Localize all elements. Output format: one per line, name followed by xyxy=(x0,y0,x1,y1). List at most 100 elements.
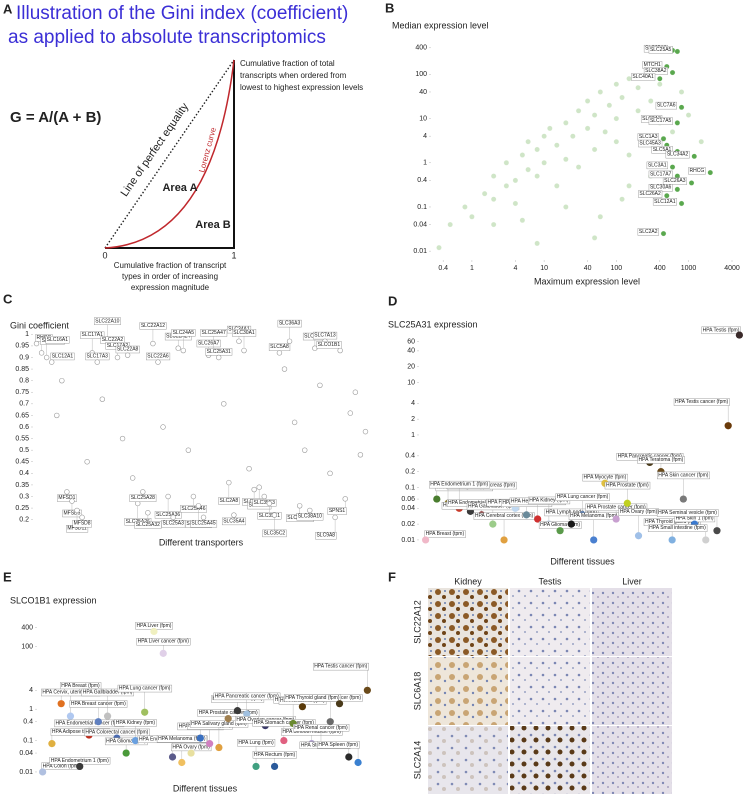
row-label: SLC2A14 xyxy=(412,741,422,780)
point xyxy=(567,520,575,528)
point xyxy=(713,527,721,535)
point-label: SLC25A5 xyxy=(650,47,672,53)
point xyxy=(256,484,262,490)
label-box xyxy=(154,511,182,519)
point xyxy=(691,153,698,160)
point-label: HPA Colorectal cancer (fpm) xyxy=(85,729,148,735)
point-label: HPA Pancreatic cancer (fpm) xyxy=(215,693,279,699)
point xyxy=(226,479,232,486)
point xyxy=(613,138,620,145)
y-tick-label: 1 xyxy=(25,331,29,338)
tissue-image xyxy=(592,657,672,725)
label-box xyxy=(171,329,196,337)
label-box xyxy=(62,509,82,518)
point xyxy=(685,112,692,118)
point xyxy=(563,204,569,210)
point xyxy=(196,734,204,742)
y-tick-label: 100 xyxy=(21,643,33,650)
point-label: SLC25A32 xyxy=(136,522,160,528)
point xyxy=(190,493,197,500)
point-label: HPA Cerebral cortex (fpm) xyxy=(475,513,534,519)
point-label: SLC17A3 xyxy=(87,353,109,359)
point-label: HPA Thyroid gland (fpm) xyxy=(285,695,340,701)
point xyxy=(606,102,613,109)
y-axis-label: Median expression level xyxy=(392,20,489,30)
y-tick-label: 0.6 xyxy=(19,424,29,431)
point xyxy=(570,133,576,139)
y-tick-label: 1 xyxy=(423,160,427,167)
point xyxy=(251,486,257,493)
point-label: HPA Skin cancer (fpm) xyxy=(658,472,709,478)
point-label: SLC12A1 xyxy=(52,353,74,359)
point xyxy=(317,382,323,388)
point xyxy=(271,512,278,518)
y-tick-label: 0.8 xyxy=(19,378,29,385)
point xyxy=(195,503,202,509)
point xyxy=(286,338,293,344)
y-tick-label: 0.55 xyxy=(15,435,29,442)
point xyxy=(69,498,75,504)
y-tick-label: 0.01 xyxy=(401,537,415,544)
point xyxy=(613,115,620,122)
point-label: SLC25A45 xyxy=(191,521,215,527)
point xyxy=(613,81,620,87)
point xyxy=(39,768,47,776)
image-grid: Kidney Testis Liver SLC22A12 SLC6A18 SLC… xyxy=(412,576,672,794)
x-tick-label: 100 xyxy=(610,265,622,272)
point-label: SLC26A2 xyxy=(639,191,661,197)
label-box xyxy=(637,228,659,236)
point xyxy=(296,503,303,509)
point xyxy=(612,515,620,523)
point xyxy=(252,762,260,771)
label-box xyxy=(473,512,535,520)
point xyxy=(54,412,60,419)
y-tick-label: 0.5 xyxy=(19,447,29,454)
tissue-image xyxy=(428,657,508,725)
point xyxy=(155,359,161,365)
point-label: HPA Kidney (fpm) xyxy=(529,497,569,503)
point-label: SLC25A3 xyxy=(162,521,184,527)
y-tick-label: 1 xyxy=(411,432,415,439)
label-box xyxy=(189,720,249,728)
label-box xyxy=(134,521,162,529)
label-box xyxy=(604,481,651,490)
point-label: HPA Kidney (fpm) xyxy=(116,720,156,726)
point xyxy=(422,536,430,544)
label-box xyxy=(652,198,677,206)
point xyxy=(124,352,131,358)
point-label: HPA Liver cancer (fpm) xyxy=(138,639,190,645)
column-label: Liver xyxy=(622,576,642,586)
point xyxy=(291,419,298,426)
point xyxy=(678,200,685,207)
point xyxy=(534,515,542,523)
label-box xyxy=(69,700,128,708)
point-label: MFSD8 xyxy=(74,521,91,527)
point xyxy=(261,493,267,500)
panel-label: E xyxy=(3,569,12,584)
point xyxy=(597,214,604,220)
point xyxy=(180,347,186,354)
x-axis-label: Cumulative fraction of transcript xyxy=(114,261,227,270)
y-tick-label: 1 xyxy=(29,706,33,713)
point-label: SLC22A8 xyxy=(117,346,139,352)
point-label: SLC35C2 xyxy=(264,530,286,536)
panel-label: B xyxy=(385,0,394,15)
y-tick-label: 60 xyxy=(407,338,415,345)
label-box xyxy=(45,336,70,344)
x-tick-label: 4000 xyxy=(724,265,740,272)
point-label: SLC36A3 xyxy=(279,321,301,327)
y-tick-label: 0.45 xyxy=(15,459,29,466)
point xyxy=(563,120,569,126)
point xyxy=(342,496,348,502)
point xyxy=(74,507,80,514)
point-label: HPA Prostate cancer (fpm) xyxy=(199,710,258,716)
y-tick-label: 0.2 xyxy=(19,517,29,524)
point xyxy=(145,510,151,516)
equality-line xyxy=(104,59,235,249)
y-tick-label: 0.75 xyxy=(15,389,29,396)
point xyxy=(626,75,632,82)
point-label: HPA Small intestine (fpm) xyxy=(649,525,706,531)
y-tick-label: 400 xyxy=(415,45,427,52)
point xyxy=(519,217,526,224)
